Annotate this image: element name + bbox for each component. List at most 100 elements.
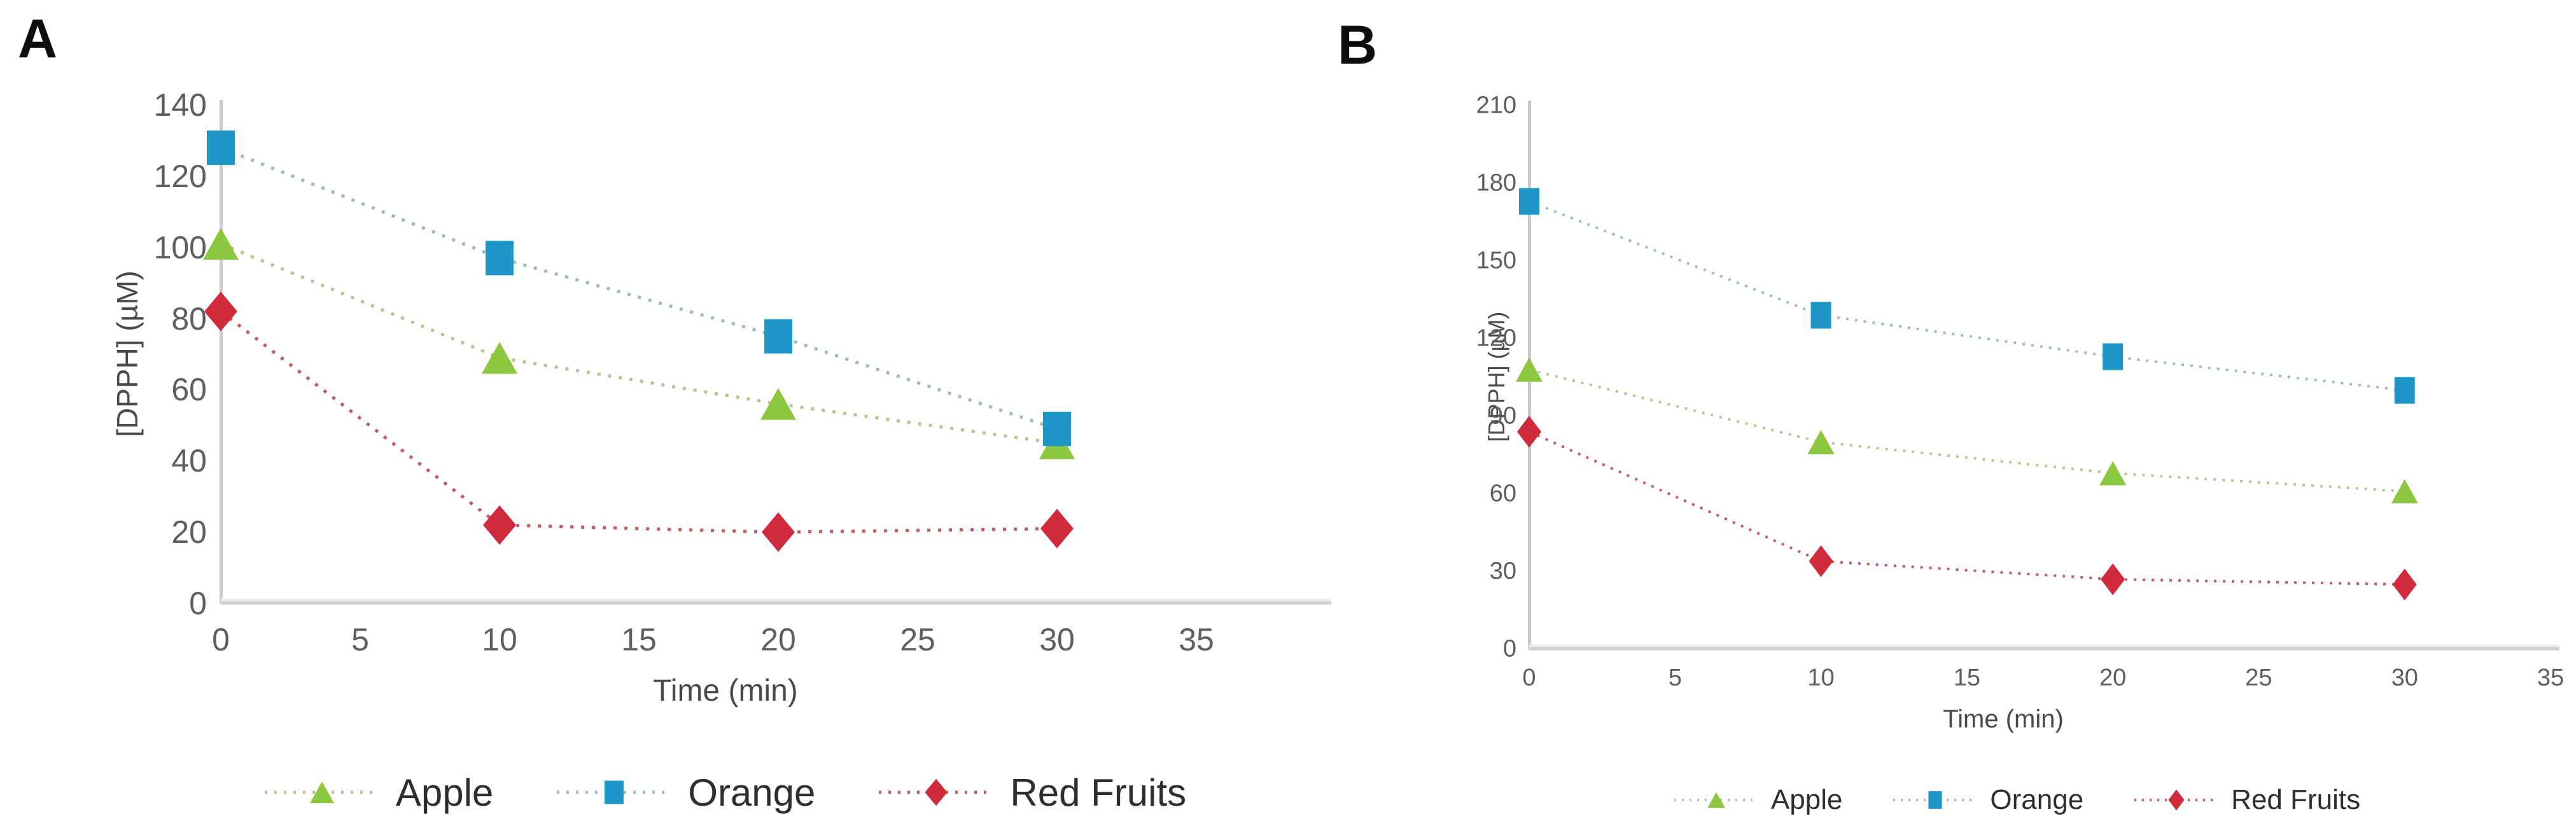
triangle-marker-apple	[1516, 357, 1543, 382]
x-tick-label: 0	[212, 622, 230, 657]
y-tick-label: 120	[1476, 325, 1516, 352]
square-marker-orange	[2103, 343, 2124, 370]
series-line-apple	[1529, 368, 2405, 493]
diamond-marker-red-fruits	[762, 512, 795, 552]
x-tick-label: 35	[1179, 622, 1214, 657]
y-tick-label: 100	[153, 229, 207, 265]
y-tick-label: 60	[171, 372, 207, 408]
legend-item-orange: Orange	[557, 771, 815, 815]
square-legend-swatch-icon	[1893, 791, 1978, 809]
x-tick-label: 15	[621, 622, 657, 657]
y-tick-label: 40	[171, 443, 207, 479]
triangle-marker-apple	[203, 228, 239, 260]
y-tick-label: 20	[171, 514, 207, 551]
triangle-legend-marker-icon	[309, 782, 334, 803]
y-tick-label: 0	[1502, 635, 1516, 663]
x-tick-label: 20	[760, 622, 796, 657]
diamond-marker-red-fruits	[1809, 545, 1833, 577]
panel-b-legend: Apple Orange Red Fruits	[1578, 771, 2456, 829]
legend-label: Red Fruits	[2231, 784, 2361, 815]
x-tick-label: 30	[2391, 664, 2418, 691]
triangle-legend-swatch-icon	[264, 782, 379, 803]
panel-b-series-plot	[1516, 188, 2418, 601]
y-tick-label: 150	[1476, 247, 1516, 274]
legend-label: Orange	[1990, 784, 2084, 815]
legend-item-orange: Orange	[1893, 784, 2083, 816]
triangle-marker-apple	[482, 342, 517, 374]
legend-label: Orange	[688, 771, 816, 814]
panel-b-x-axis-line	[1529, 647, 2559, 650]
y-tick-label: 90	[1489, 402, 1516, 430]
x-tick-label: 10	[482, 622, 517, 657]
panel-a-plot-area: 0 20 40 60 80 100 120 140 0 5 10 15 20 25 30 35	[154, 87, 1331, 657]
diamond-legend-swatch-icon	[2134, 789, 2219, 811]
triangle-marker-apple	[2099, 461, 2127, 486]
x-tick-label: 0	[1522, 664, 1536, 691]
legend-item-apple: Apple	[1674, 784, 1843, 816]
triangle-legend-swatch-icon	[1674, 792, 1758, 808]
square-legend-marker-icon	[1928, 791, 1942, 809]
y-tick-label: 210	[1476, 92, 1516, 119]
square-marker-orange	[2394, 377, 2415, 404]
triangle-marker-apple	[2391, 479, 2418, 503]
panel-b-y-axis-line	[1528, 101, 1531, 649]
legend-label: Red Fruits	[1010, 771, 1187, 814]
x-tick-label: 25	[2245, 664, 2272, 691]
x-tick-label: 25	[900, 622, 935, 657]
diamond-marker-red-fruits	[483, 505, 516, 545]
x-tick-label: 5	[1668, 664, 1682, 691]
series-line-orange	[220, 146, 1058, 431]
square-marker-orange	[764, 319, 792, 354]
legend-item-apple: Apple	[264, 771, 494, 815]
square-marker-orange	[486, 241, 514, 276]
x-tick-label: 5	[351, 622, 369, 657]
panel-b-label: B	[1338, 15, 1378, 76]
square-legend-swatch-icon	[557, 780, 672, 804]
square-legend-marker-icon	[605, 780, 624, 804]
series-line-apple	[220, 242, 1058, 445]
x-tick-label: 35	[2537, 664, 2565, 691]
y-tick-label: 30	[1489, 558, 1516, 585]
y-tick-label: 120	[153, 158, 207, 194]
square-marker-orange	[1810, 302, 1831, 329]
panel-a-x-axis-title: Time (min)	[653, 674, 798, 708]
series-line-orange	[1529, 200, 2405, 392]
x-tick-label: 15	[1953, 664, 1980, 691]
diamond-legend-swatch-icon	[879, 778, 994, 806]
triangle-marker-apple	[760, 388, 796, 420]
panel-b-y-axis-title: [DPPH] (µM)	[1483, 311, 1509, 442]
legend-label: Apple	[1770, 784, 1843, 815]
diamond-marker-red-fruits	[1040, 509, 1074, 549]
y-tick-label: 180	[1476, 169, 1516, 197]
square-marker-orange	[1043, 411, 1071, 446]
y-tick-label: 140	[153, 87, 207, 123]
diamond-marker-red-fruits	[2101, 563, 2125, 596]
x-tick-label: 30	[1039, 622, 1075, 657]
x-tick-label: 10	[1807, 664, 1835, 691]
diamond-legend-marker-icon	[925, 778, 948, 806]
y-tick-label: 60	[1489, 480, 1516, 507]
panel-b-x-axis-title: Time (min)	[1943, 705, 2064, 733]
legend-item-red-fruits: Red Fruits	[879, 771, 1186, 815]
panel-a-y-axis-line	[220, 100, 223, 603]
diamond-marker-red-fruits	[204, 291, 237, 332]
square-marker-orange	[1519, 188, 1539, 215]
x-tick-label: 20	[2099, 664, 2127, 691]
panel-a-y-axis-title: [DPPH] (µM)	[111, 270, 144, 437]
series-line-red-fruits	[1529, 430, 2405, 586]
diamond-marker-red-fruits	[2392, 568, 2417, 601]
panel-a-label: A	[18, 8, 58, 69]
series-line-red-fruits	[220, 310, 1058, 534]
panel-a-series-plot	[203, 130, 1075, 552]
panel-a-legend: Apple Orange Red Fruits	[229, 757, 1222, 827]
triangle-marker-apple	[1039, 427, 1075, 460]
legend-label: Apple	[395, 771, 494, 814]
diamond-marker-red-fruits	[1517, 416, 1541, 448]
panel-b-plot-area: 0 30 60 90 120 150 180 210 0 5 10 15 20 25 30 35	[1476, 92, 2565, 692]
y-tick-label: 80	[171, 300, 207, 337]
y-tick-label: 0	[189, 586, 207, 621]
square-marker-orange	[207, 130, 235, 165]
